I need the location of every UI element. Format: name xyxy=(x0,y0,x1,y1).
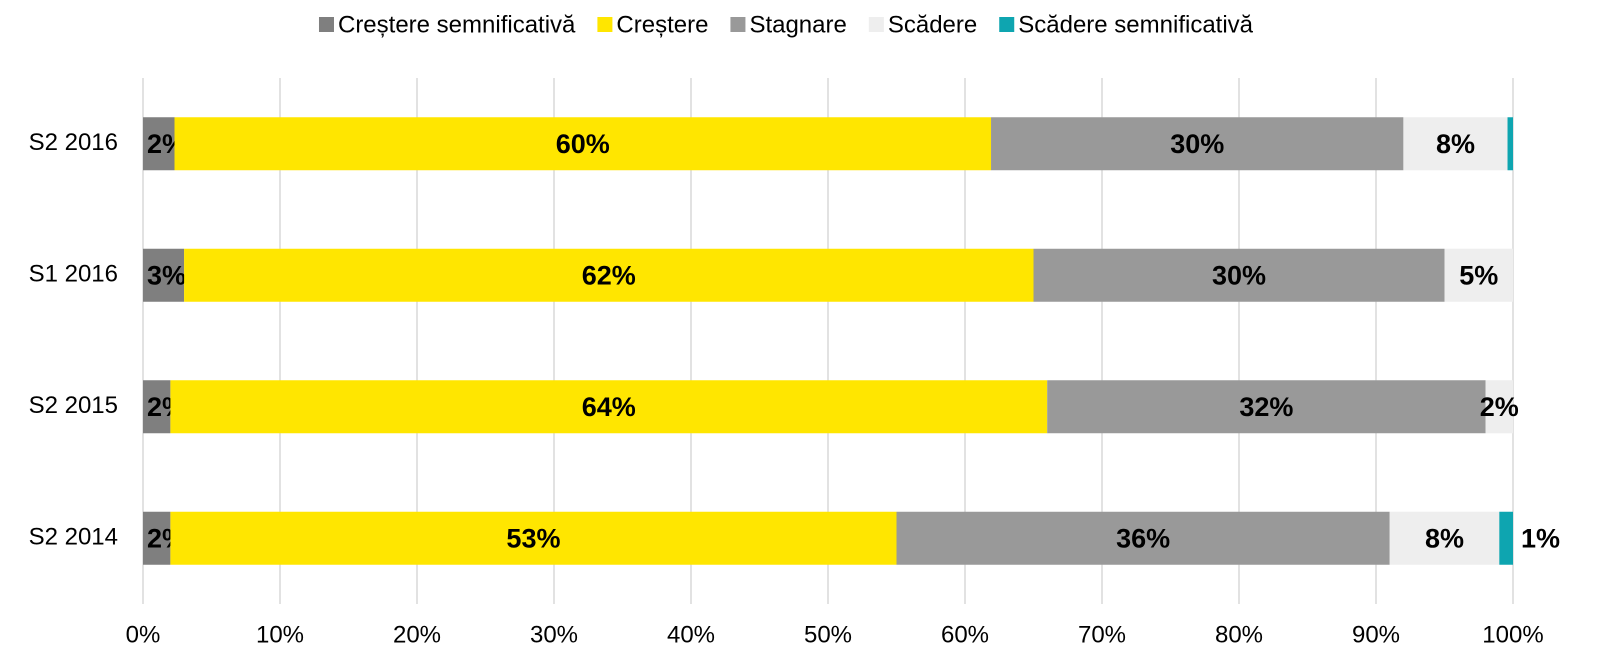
legend-marker xyxy=(597,17,613,32)
bar-segment xyxy=(143,380,171,434)
bar-segment xyxy=(1047,380,1486,434)
data-label: 60% xyxy=(556,129,610,159)
data-label: 62% xyxy=(582,260,636,290)
bar-segment xyxy=(1403,117,1508,171)
x-tick-label: 20% xyxy=(393,621,441,648)
bar-segment xyxy=(1444,248,1513,302)
data-label: 30% xyxy=(1212,260,1266,290)
bar-segment xyxy=(143,248,185,302)
bar-segment xyxy=(184,248,1034,302)
legend-label: Scădere xyxy=(888,11,977,38)
y-tick-label: S2 2014 xyxy=(29,524,118,551)
x-tick-label: 90% xyxy=(1352,621,1400,648)
data-label: 8% xyxy=(1425,523,1464,553)
bar-segment xyxy=(991,117,1404,171)
bar-segment xyxy=(896,511,1390,565)
x-tick-label: 50% xyxy=(804,621,852,648)
bar-segment xyxy=(143,511,171,565)
x-tick-label: 100% xyxy=(1482,621,1543,648)
x-tick-label: 60% xyxy=(941,621,989,648)
bar-segment xyxy=(1033,248,1445,302)
data-label: 3% xyxy=(147,260,186,290)
data-label: 36% xyxy=(1116,523,1170,553)
data-label: 2% xyxy=(1480,392,1519,422)
legend-marker xyxy=(868,17,884,32)
legend-marker xyxy=(730,17,746,32)
data-label: 53% xyxy=(506,523,560,553)
x-tick-label: 40% xyxy=(667,621,715,648)
legend-label: Stagnare xyxy=(749,11,846,38)
x-tick-label: 30% xyxy=(530,621,578,648)
data-label: 8% xyxy=(1436,129,1475,159)
legend-label: Creștere xyxy=(616,11,708,38)
bar-segment xyxy=(1499,511,1513,565)
bar-segment xyxy=(170,511,897,565)
data-label: 32% xyxy=(1239,392,1293,422)
bar-segment xyxy=(170,380,1048,434)
legend-label: Scădere semnificativă xyxy=(1018,11,1253,38)
bar-segment xyxy=(143,117,175,171)
x-tick-label: 70% xyxy=(1078,621,1126,648)
x-tick-label: 0% xyxy=(126,621,161,648)
x-tick-label: 80% xyxy=(1215,621,1263,648)
legend-label: Creștere semnificativă xyxy=(338,11,576,38)
y-tick-label: S2 2016 xyxy=(29,129,118,156)
legend-marker xyxy=(318,17,334,32)
data-label: 30% xyxy=(1170,129,1224,159)
y-tick-label: S1 2016 xyxy=(29,261,118,288)
bar-segment xyxy=(1485,380,1513,434)
data-label: 1% xyxy=(1521,523,1560,553)
legend-marker xyxy=(999,17,1015,32)
x-tick-label: 10% xyxy=(256,621,304,648)
data-label: 64% xyxy=(582,392,636,422)
y-tick-label: S2 2015 xyxy=(29,392,118,419)
bar-segment xyxy=(1507,117,1513,171)
bar-segment xyxy=(174,117,992,171)
bar-segment xyxy=(1389,511,1500,565)
data-label: 5% xyxy=(1459,260,1498,290)
